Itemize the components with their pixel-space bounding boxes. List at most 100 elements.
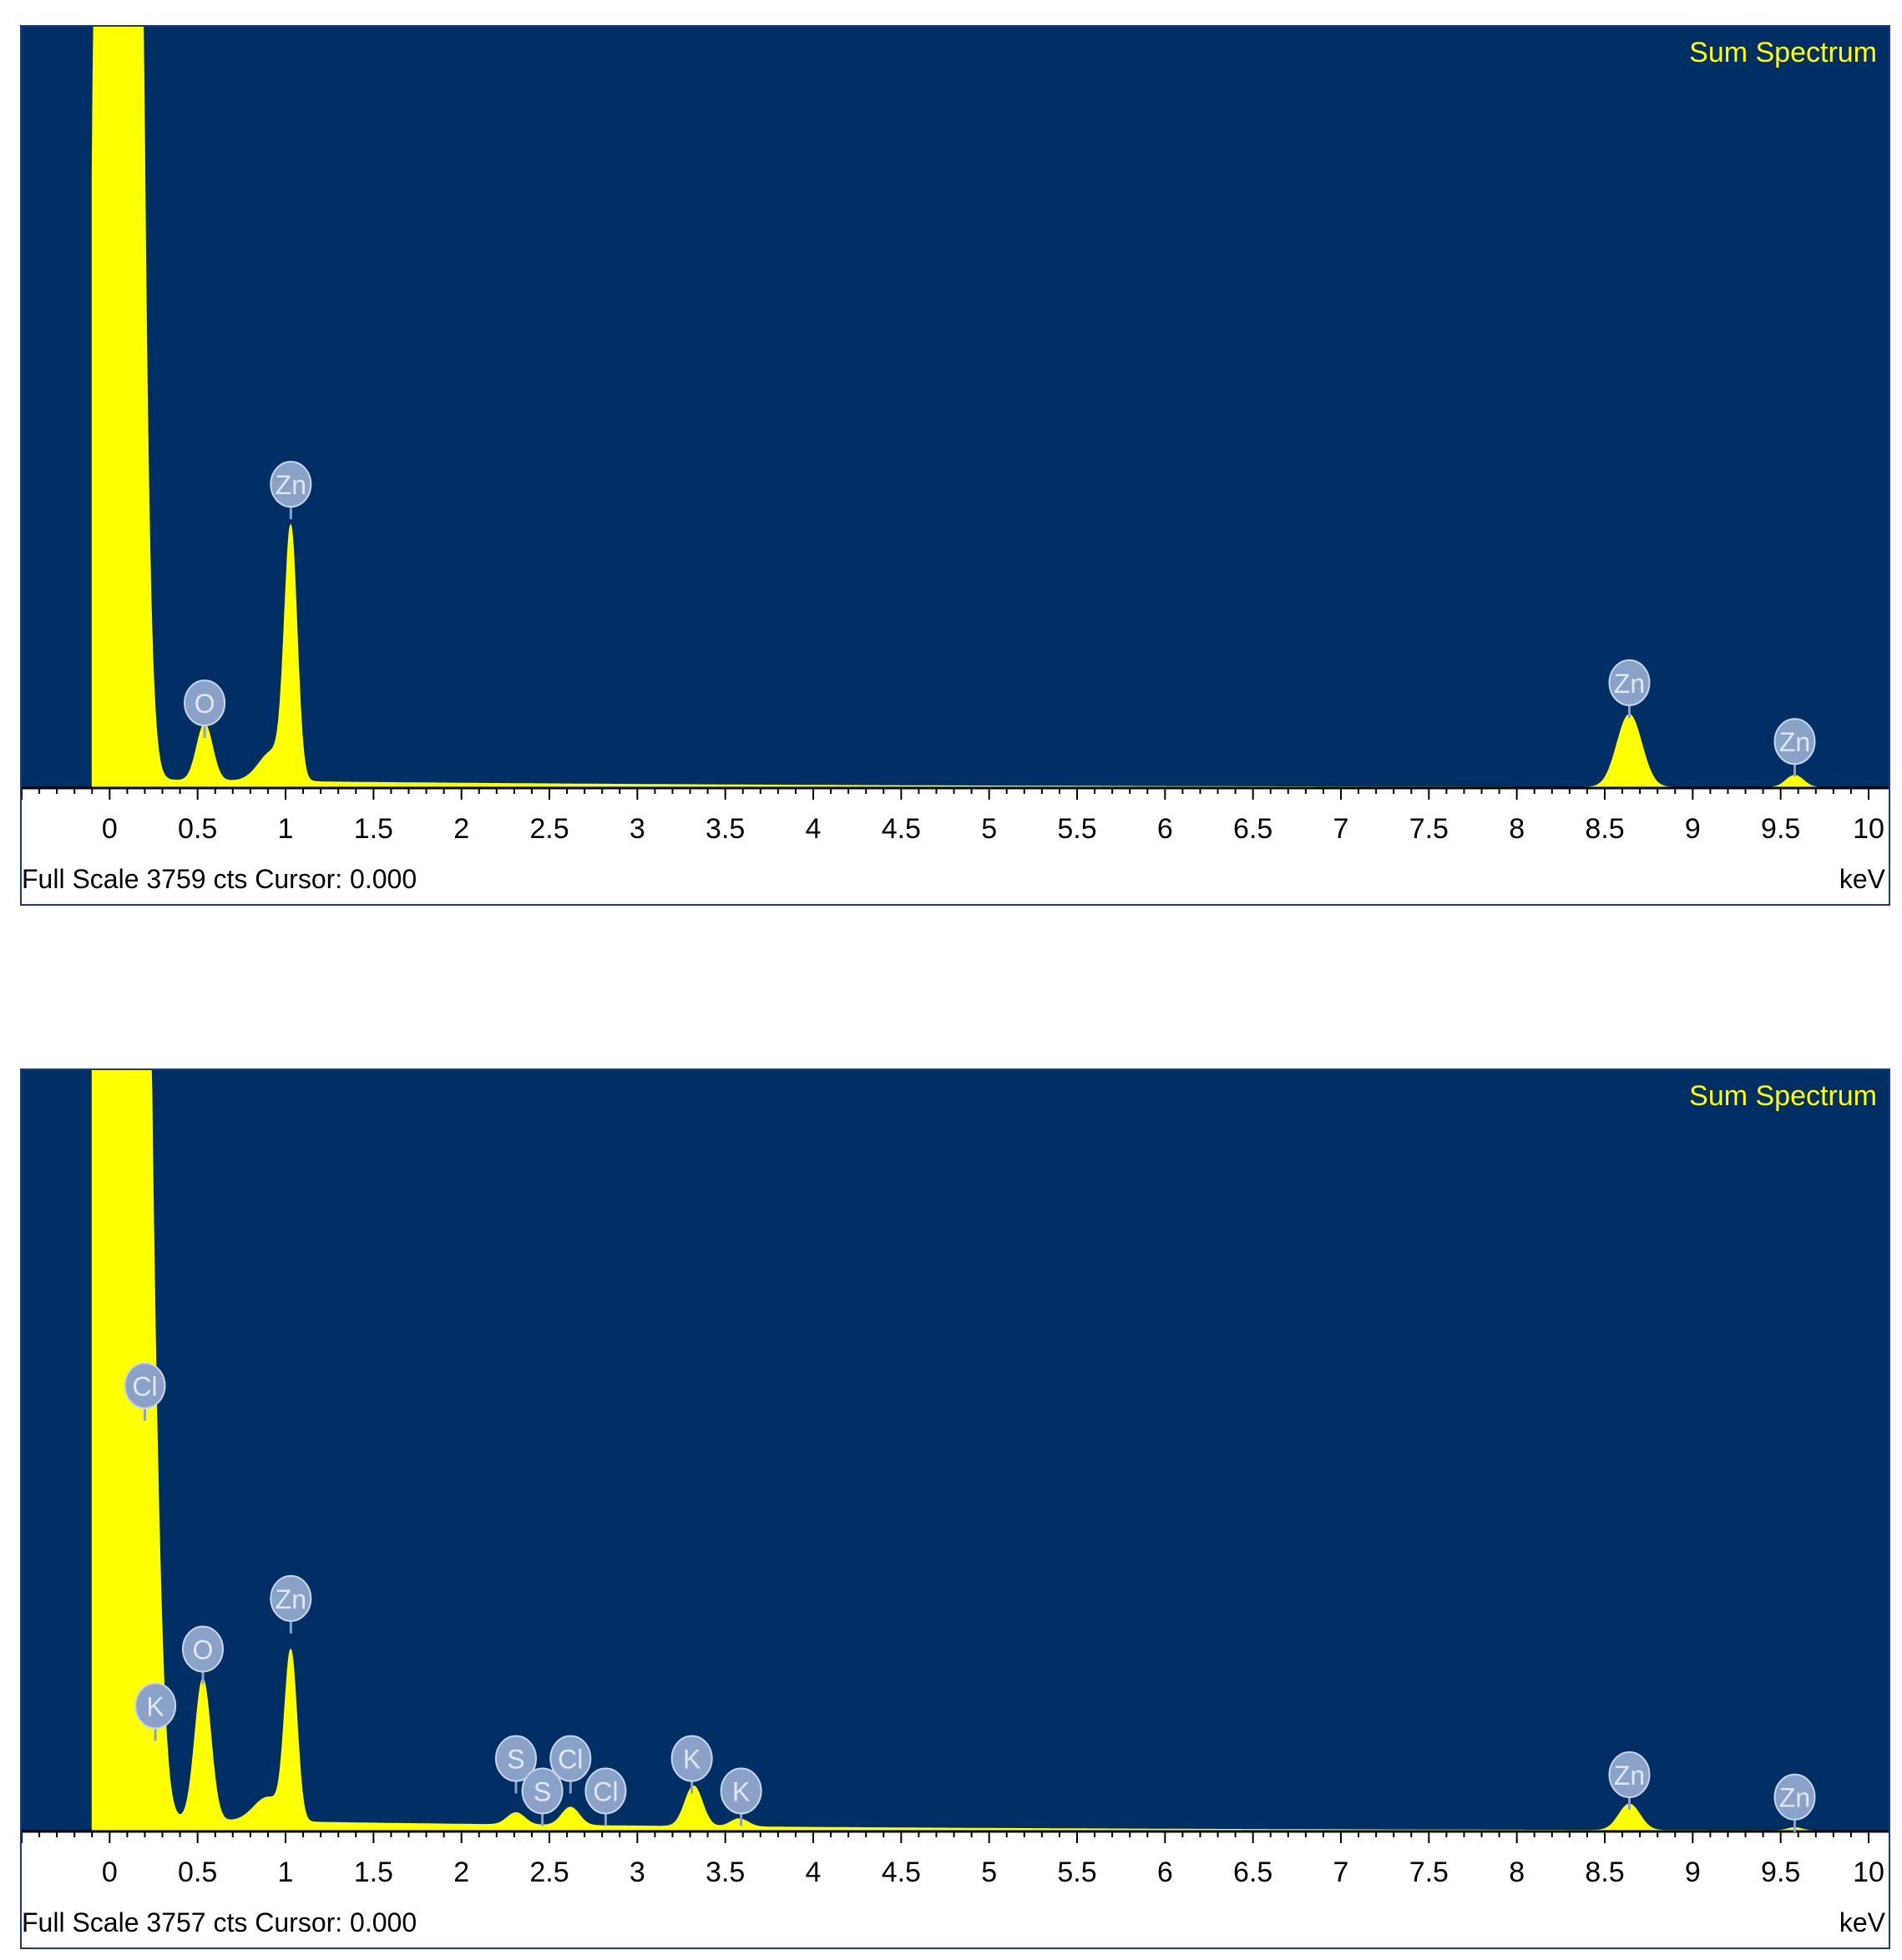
- marker-label: Zn: [1779, 727, 1810, 757]
- x-tick-label: 8: [1509, 1856, 1525, 1888]
- full-scale-label: Full Scale 3757 cts Cursor: 0.000: [22, 1907, 417, 1937]
- x-tick-label: 10: [1853, 813, 1884, 845]
- marker-circle: [270, 1574, 312, 1622]
- x-axis-unit-label: keV: [1839, 864, 1886, 894]
- full-scale-label: Full Scale 3759 cts Cursor: 0.000: [22, 864, 417, 894]
- marker-label: Zn: [1779, 1783, 1810, 1813]
- element-marker-cl: Cl: [124, 1361, 166, 1421]
- x-tick-label: 1: [278, 813, 294, 845]
- spectrum-title: Sum Spectrum: [1689, 1080, 1877, 1112]
- x-tick-label: 7.5: [1409, 1856, 1449, 1888]
- marker-label: Zn: [1614, 1760, 1645, 1791]
- marker-label: O: [195, 689, 215, 719]
- marker-circle: [549, 1735, 592, 1782]
- x-tick-label: 7: [1333, 813, 1349, 845]
- x-tick-label: 8.5: [1585, 1856, 1624, 1888]
- element-marker-s: S: [521, 1767, 564, 1826]
- marker-label: K: [146, 1691, 164, 1721]
- marker-label: S: [507, 1745, 524, 1775]
- x-tick-label: 1.5: [354, 813, 393, 845]
- element-marker-zn: Zn: [1773, 718, 1816, 777]
- marker-label: Cl: [558, 1745, 583, 1775]
- x-tick-label: 6: [1157, 813, 1173, 845]
- x-tick-label: 2: [453, 1856, 469, 1888]
- marker-circle: [670, 1735, 713, 1782]
- marker-label: Cl: [593, 1776, 618, 1806]
- x-tick-label: 6.5: [1233, 813, 1272, 845]
- marker-circle: [584, 1767, 627, 1815]
- x-tick-label: 2.5: [529, 813, 569, 845]
- x-tick-label: 9.5: [1761, 813, 1800, 845]
- element-marker-zn: Zn: [1608, 1751, 1651, 1811]
- element-marker-k: K: [670, 1735, 713, 1794]
- x-tick-label: 0.5: [178, 1856, 217, 1888]
- x-tick-label: 4.5: [882, 1856, 921, 1888]
- marker-circle: [1773, 718, 1816, 765]
- x-tick-label: 5: [981, 813, 997, 845]
- marker-label: Zn: [1614, 669, 1645, 699]
- marker-label: O: [193, 1635, 214, 1665]
- marker-circle: [720, 1767, 762, 1815]
- x-tick-label: 9.5: [1761, 1856, 1800, 1888]
- spectrum-title: Sum Spectrum: [1689, 37, 1877, 68]
- element-marker-k: K: [720, 1767, 762, 1826]
- spectrum-chart-1: 0 0.5 1 1.5 2 2.5 3 3.5 4 4.5 5 5.5 6 6.5 7 7.5 8 8.5 9 9.5…: [22, 27, 1889, 894]
- x-tick-label: 1.5: [354, 1856, 393, 1888]
- x-tick-label: 7: [1333, 1856, 1349, 1888]
- x-tick-label: 4: [806, 1856, 822, 1888]
- x-tick-label: 4.5: [882, 813, 921, 845]
- spectrum-chart-2: 0 0.5 1 1.5 2 2.5 3 3.5 4 4.5 5 5.5 6 6.5 7 7.5 8 8.5 9 9.5…: [22, 1070, 1889, 1937]
- x-tick-label: 4: [806, 813, 822, 845]
- x-tick-label: 8: [1509, 813, 1525, 845]
- x-tick-label: 7.5: [1409, 813, 1449, 845]
- x-tick-label: 3.5: [706, 1856, 745, 1888]
- x-tick-label: 8.5: [1585, 813, 1624, 845]
- x-tick-label: 2: [453, 813, 469, 845]
- element-marker-o: O: [184, 679, 226, 739]
- x-tick-label: 1: [278, 1856, 294, 1888]
- spectrum-panel-2: 0 0.5 1 1.5 2 2.5 3 3.5 4 4.5 5 5.5 6 6.5 7 7.5 8 8.5 9 9.5…: [20, 1068, 1890, 1949]
- marker-label: K: [732, 1776, 750, 1806]
- x-axis-unit-label: keV: [1839, 1907, 1886, 1937]
- x-tick-label: 6.5: [1233, 1856, 1272, 1888]
- x-tick-label: 0.5: [178, 813, 217, 845]
- marker-label: S: [534, 1776, 551, 1806]
- element-marker-s: S: [494, 1735, 537, 1794]
- element-marker-cl: Cl: [584, 1767, 627, 1826]
- element-marker-zn: Zn: [1608, 659, 1651, 718]
- element-marker-cl: Cl: [549, 1735, 592, 1794]
- element-marker-k: K: [134, 1682, 177, 1741]
- marker-label: Zn: [276, 470, 306, 500]
- spectrum-panel-1: 0 0.5 1 1.5 2 2.5 3 3.5 4 4.5 5 5.5 6 6.5 7 7.5 8 8.5 9 9.5…: [20, 25, 1890, 906]
- element-marker-o: O: [181, 1625, 224, 1685]
- element-marker-zn: Zn: [270, 461, 312, 520]
- x-tick-label: 5.5: [1057, 813, 1096, 845]
- x-tick-label: 5.5: [1057, 1856, 1096, 1888]
- x-tick-label: 3.5: [706, 813, 745, 845]
- marker-circle: [521, 1767, 564, 1815]
- plot-background: [22, 1070, 1889, 1831]
- marker-label: K: [683, 1745, 701, 1775]
- marker-circle: [1773, 1773, 1816, 1821]
- x-tick-label: 3: [630, 1856, 645, 1888]
- marker-circle: [270, 461, 312, 508]
- marker-circle: [134, 1682, 177, 1730]
- marker-label: Cl: [132, 1371, 157, 1402]
- marker-circle: [1608, 1751, 1651, 1799]
- x-tick-label: 5: [981, 1856, 997, 1888]
- x-tick-label: 2.5: [529, 1856, 569, 1888]
- x-tick-label: 9: [1685, 813, 1701, 845]
- x-tick-label: 9: [1685, 1856, 1701, 1888]
- x-tick-label: 6: [1157, 1856, 1173, 1888]
- marker-circle: [184, 679, 226, 727]
- marker-label: Zn: [276, 1584, 306, 1614]
- element-marker-zn: Zn: [1773, 1773, 1816, 1832]
- x-tick-label: 3: [630, 813, 645, 845]
- marker-circle: [494, 1735, 537, 1782]
- marker-circle: [1608, 659, 1651, 706]
- plot-background: [22, 27, 1889, 788]
- x-tick-label: 0: [102, 1856, 118, 1888]
- x-tick-label: 10: [1853, 1856, 1884, 1888]
- x-tick-label: 0: [102, 813, 118, 845]
- marker-circle: [124, 1361, 166, 1409]
